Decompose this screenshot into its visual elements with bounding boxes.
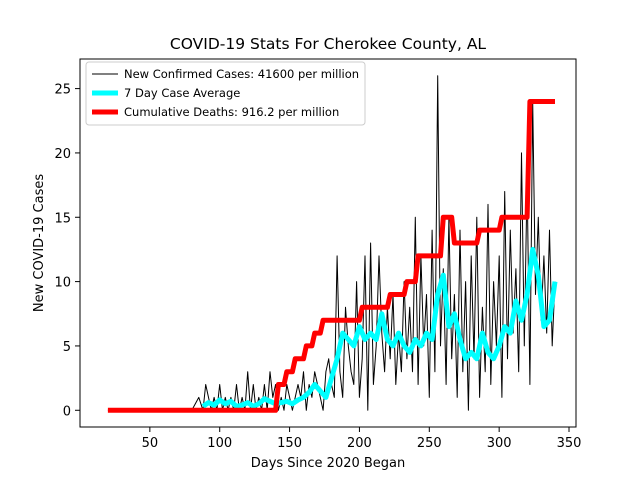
x-axis: 50 100 150 200 250 300 350 <box>142 427 582 451</box>
chart-title: COVID-19 Stats For Cherokee County, AL <box>170 35 487 53</box>
y-axis: 0 5 10 15 20 25 <box>54 83 80 419</box>
x-tick-label: 150 <box>277 436 302 451</box>
series-line-2 <box>107 99 555 413</box>
y-axis-label: New COVID-19 Cases <box>32 174 47 312</box>
legend-box <box>85 61 366 126</box>
legend-label-deaths: Cumulative Deaths: 916.2 per million <box>124 105 339 119</box>
y-tick-label: 15 <box>54 211 71 226</box>
y-tick-label: 20 <box>54 147 71 162</box>
x-axis-label: Days Since 2020 Began <box>251 456 406 471</box>
y-tick-label: 25 <box>54 83 71 98</box>
legend: New Confirmed Cases: 41600 per million 7… <box>85 61 366 126</box>
y-tick-label: 5 <box>63 340 71 355</box>
legend-label-7day-average: 7 Day Case Average <box>124 86 240 100</box>
x-tick-label: 200 <box>347 436 372 451</box>
x-tick-label: 50 <box>142 436 159 451</box>
legend-label-new-cases: New Confirmed Cases: 41600 per million <box>124 67 359 81</box>
series-line-0 <box>107 75 556 411</box>
x-tick-label: 100 <box>207 436 232 451</box>
series-line-1 <box>201 246 558 409</box>
y-tick-label: 10 <box>54 276 71 291</box>
y-tick-label: 0 <box>63 404 71 419</box>
x-tick-label: 350 <box>557 436 582 451</box>
x-tick-label: 300 <box>487 436 512 451</box>
plot-frame <box>79 58 577 428</box>
x-tick-label: 250 <box>417 436 442 451</box>
